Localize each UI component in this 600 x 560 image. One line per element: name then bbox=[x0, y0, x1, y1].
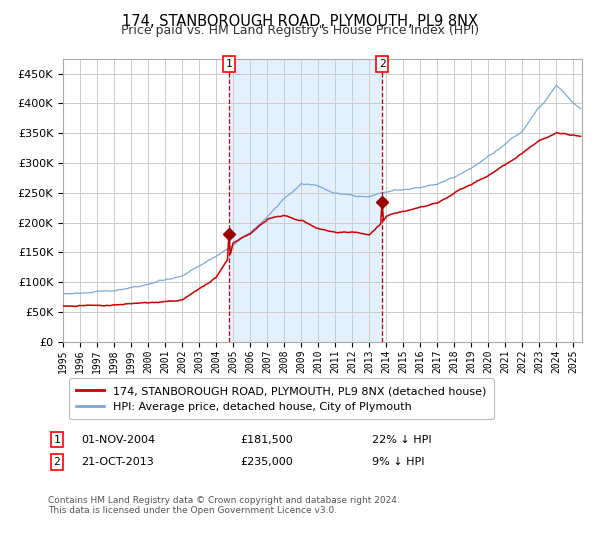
Text: 01-NOV-2004: 01-NOV-2004 bbox=[81, 435, 155, 445]
Text: Contains HM Land Registry data © Crown copyright and database right 2024.
This d: Contains HM Land Registry data © Crown c… bbox=[48, 496, 400, 515]
Text: 1: 1 bbox=[53, 435, 61, 445]
Text: £181,500: £181,500 bbox=[240, 435, 293, 445]
Legend: 174, STANBOROUGH ROAD, PLYMOUTH, PL9 8NX (detached house), HPI: Average price, d: 174, STANBOROUGH ROAD, PLYMOUTH, PL9 8NX… bbox=[68, 379, 494, 419]
Text: £235,000: £235,000 bbox=[240, 457, 293, 467]
Text: 2: 2 bbox=[379, 59, 385, 69]
Text: Price paid vs. HM Land Registry's House Price Index (HPI): Price paid vs. HM Land Registry's House … bbox=[121, 24, 479, 37]
Text: 9% ↓ HPI: 9% ↓ HPI bbox=[372, 457, 425, 467]
Bar bbox=[229, 59, 382, 342]
Text: 22% ↓ HPI: 22% ↓ HPI bbox=[372, 435, 431, 445]
Text: 21-OCT-2013: 21-OCT-2013 bbox=[81, 457, 154, 467]
Text: 2: 2 bbox=[53, 457, 61, 467]
Text: 174, STANBOROUGH ROAD, PLYMOUTH, PL9 8NX: 174, STANBOROUGH ROAD, PLYMOUTH, PL9 8NX bbox=[122, 14, 478, 29]
Text: 1: 1 bbox=[226, 59, 232, 69]
